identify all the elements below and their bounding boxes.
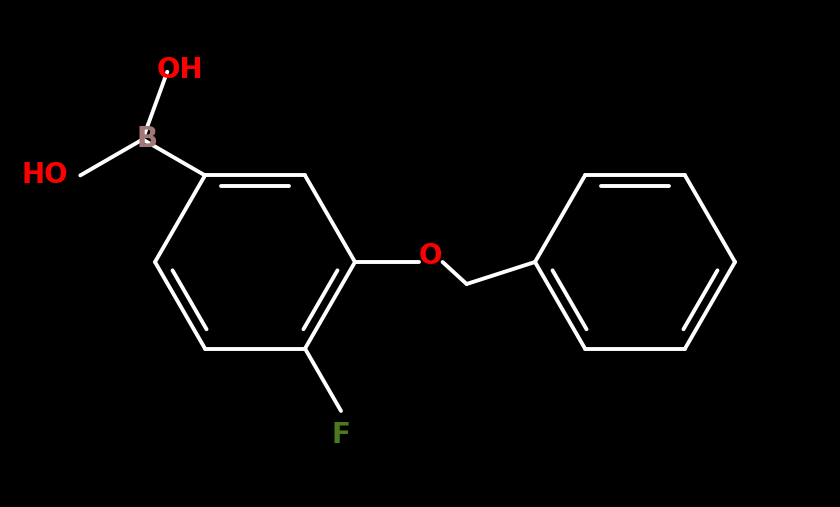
Text: OH: OH — [157, 56, 203, 84]
Text: B: B — [136, 125, 157, 154]
Text: O: O — [419, 242, 443, 270]
Text: F: F — [332, 421, 350, 449]
Text: HO: HO — [22, 161, 68, 190]
